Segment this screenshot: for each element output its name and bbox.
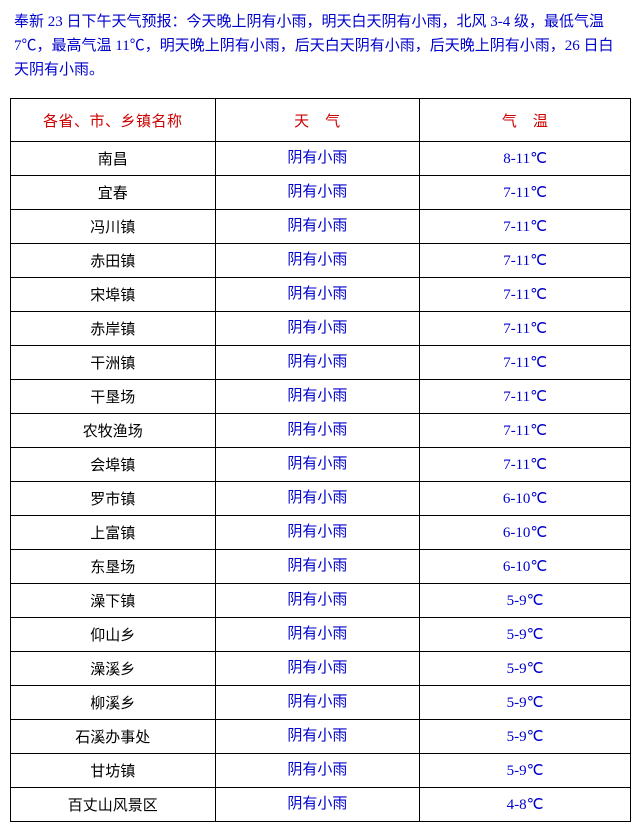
table-row: 仰山乡阴有小雨5-9℃ bbox=[11, 618, 631, 652]
cell-location: 干垦场 bbox=[11, 380, 216, 414]
table-row: 干垦场阴有小雨7-11℃ bbox=[11, 380, 631, 414]
cell-temperature: 7-11℃ bbox=[420, 244, 631, 278]
forecast-summary: 奉新 23 日下午天气预报：今天晚上阴有小雨，明天白天阴有小雨，北风 3-4 级… bbox=[10, 10, 631, 82]
table-row: 甘坊镇阴有小雨5-9℃ bbox=[11, 754, 631, 788]
cell-location: 甘坊镇 bbox=[11, 754, 216, 788]
cell-location: 冯川镇 bbox=[11, 210, 216, 244]
cell-weather: 阴有小雨 bbox=[215, 584, 420, 618]
table-row: 东垦场阴有小雨6-10℃ bbox=[11, 550, 631, 584]
cell-temperature: 7-11℃ bbox=[420, 312, 631, 346]
table-row: 干洲镇阴有小雨7-11℃ bbox=[11, 346, 631, 380]
table-row: 上富镇阴有小雨6-10℃ bbox=[11, 516, 631, 550]
cell-weather: 阴有小雨 bbox=[215, 720, 420, 754]
cell-temperature: 8-11℃ bbox=[420, 142, 631, 176]
cell-weather: 阴有小雨 bbox=[215, 142, 420, 176]
cell-weather: 阴有小雨 bbox=[215, 244, 420, 278]
table-row: 石溪办事处阴有小雨5-9℃ bbox=[11, 720, 631, 754]
cell-temperature: 7-11℃ bbox=[420, 414, 631, 448]
cell-location: 罗市镇 bbox=[11, 482, 216, 516]
cell-location: 柳溪乡 bbox=[11, 686, 216, 720]
cell-location: 宋埠镇 bbox=[11, 278, 216, 312]
table-row: 冯川镇阴有小雨7-11℃ bbox=[11, 210, 631, 244]
table-row: 南昌阴有小雨8-11℃ bbox=[11, 142, 631, 176]
cell-temperature: 7-11℃ bbox=[420, 210, 631, 244]
cell-temperature: 5-9℃ bbox=[420, 584, 631, 618]
table-row: 赤田镇阴有小雨7-11℃ bbox=[11, 244, 631, 278]
cell-location: 农牧渔场 bbox=[11, 414, 216, 448]
cell-weather: 阴有小雨 bbox=[215, 686, 420, 720]
cell-location: 干洲镇 bbox=[11, 346, 216, 380]
header-weather: 天 气 bbox=[215, 99, 420, 142]
header-location: 各省、市、乡镇名称 bbox=[11, 99, 216, 142]
table-row: 赤岸镇阴有小雨7-11℃ bbox=[11, 312, 631, 346]
cell-temperature: 5-9℃ bbox=[420, 686, 631, 720]
cell-location: 赤田镇 bbox=[11, 244, 216, 278]
cell-temperature: 7-11℃ bbox=[420, 176, 631, 210]
table-row: 农牧渔场阴有小雨7-11℃ bbox=[11, 414, 631, 448]
cell-weather: 阴有小雨 bbox=[215, 380, 420, 414]
cell-weather: 阴有小雨 bbox=[215, 448, 420, 482]
table-header-row: 各省、市、乡镇名称 天 气 气 温 bbox=[11, 99, 631, 142]
cell-temperature: 7-11℃ bbox=[420, 448, 631, 482]
cell-temperature: 7-11℃ bbox=[420, 278, 631, 312]
cell-weather: 阴有小雨 bbox=[215, 414, 420, 448]
cell-location: 会埠镇 bbox=[11, 448, 216, 482]
header-temperature: 气 温 bbox=[420, 99, 631, 142]
cell-location: 南昌 bbox=[11, 142, 216, 176]
table-row: 百丈山风景区阴有小雨4-8℃ bbox=[11, 788, 631, 822]
cell-weather: 阴有小雨 bbox=[215, 754, 420, 788]
cell-weather: 阴有小雨 bbox=[215, 550, 420, 584]
table-row: 罗市镇阴有小雨6-10℃ bbox=[11, 482, 631, 516]
cell-weather: 阴有小雨 bbox=[215, 516, 420, 550]
cell-temperature: 7-11℃ bbox=[420, 346, 631, 380]
cell-location: 宜春 bbox=[11, 176, 216, 210]
cell-location: 百丈山风景区 bbox=[11, 788, 216, 822]
cell-weather: 阴有小雨 bbox=[215, 210, 420, 244]
cell-temperature: 5-9℃ bbox=[420, 618, 631, 652]
cell-weather: 阴有小雨 bbox=[215, 278, 420, 312]
table-row: 澡下镇阴有小雨5-9℃ bbox=[11, 584, 631, 618]
cell-location: 仰山乡 bbox=[11, 618, 216, 652]
cell-weather: 阴有小雨 bbox=[215, 346, 420, 380]
cell-temperature: 7-11℃ bbox=[420, 380, 631, 414]
cell-weather: 阴有小雨 bbox=[215, 312, 420, 346]
cell-location: 赤岸镇 bbox=[11, 312, 216, 346]
cell-location: 上富镇 bbox=[11, 516, 216, 550]
cell-weather: 阴有小雨 bbox=[215, 788, 420, 822]
cell-weather: 阴有小雨 bbox=[215, 618, 420, 652]
cell-temperature: 5-9℃ bbox=[420, 754, 631, 788]
cell-weather: 阴有小雨 bbox=[215, 482, 420, 516]
table-row: 会埠镇阴有小雨7-11℃ bbox=[11, 448, 631, 482]
cell-location: 澡下镇 bbox=[11, 584, 216, 618]
cell-temperature: 5-9℃ bbox=[420, 720, 631, 754]
cell-temperature: 6-10℃ bbox=[420, 516, 631, 550]
cell-temperature: 4-8℃ bbox=[420, 788, 631, 822]
weather-table: 各省、市、乡镇名称 天 气 气 温 南昌阴有小雨8-11℃宜春阴有小雨7-11℃… bbox=[10, 98, 631, 822]
cell-temperature: 6-10℃ bbox=[420, 550, 631, 584]
cell-weather: 阴有小雨 bbox=[215, 176, 420, 210]
cell-location: 石溪办事处 bbox=[11, 720, 216, 754]
cell-location: 东垦场 bbox=[11, 550, 216, 584]
table-row: 澡溪乡阴有小雨5-9℃ bbox=[11, 652, 631, 686]
cell-weather: 阴有小雨 bbox=[215, 652, 420, 686]
cell-temperature: 5-9℃ bbox=[420, 652, 631, 686]
table-row: 宋埠镇阴有小雨7-11℃ bbox=[11, 278, 631, 312]
cell-location: 澡溪乡 bbox=[11, 652, 216, 686]
table-row: 宜春阴有小雨7-11℃ bbox=[11, 176, 631, 210]
table-row: 柳溪乡阴有小雨5-9℃ bbox=[11, 686, 631, 720]
cell-temperature: 6-10℃ bbox=[420, 482, 631, 516]
